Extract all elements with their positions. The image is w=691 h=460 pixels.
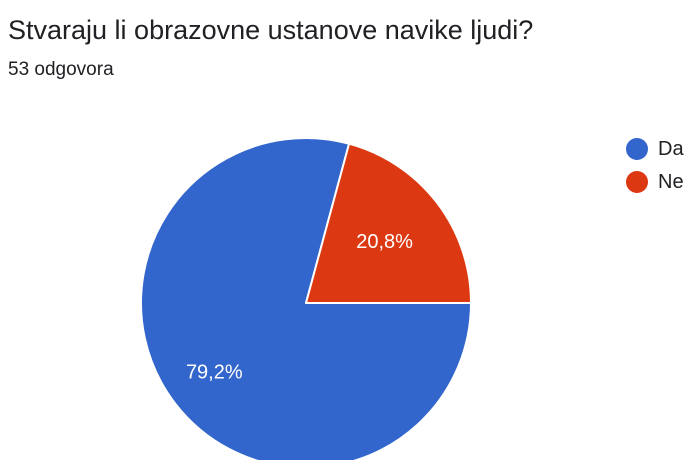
legend-item-ne[interactable]: Ne: [626, 171, 684, 193]
chart-legend: Da Ne: [626, 138, 684, 204]
legend-item-da[interactable]: Da: [626, 138, 684, 160]
legend-swatch-da: [626, 138, 648, 160]
slice-label-da: 79,2%: [186, 361, 243, 383]
pie-slice-ne[interactable]: [305, 142, 472, 304]
pie-slice-da[interactable]: [140, 137, 472, 460]
question-title: Stvaraju li obrazovne ustanove navike lj…: [8, 15, 534, 45]
slice-label-ne: 20,8%: [356, 231, 413, 253]
legend-label-da: Da: [658, 138, 684, 160]
response-count: 53 odgovora: [8, 59, 114, 80]
legend-swatch-ne: [626, 171, 648, 193]
legend-label-ne: Ne: [658, 171, 684, 193]
